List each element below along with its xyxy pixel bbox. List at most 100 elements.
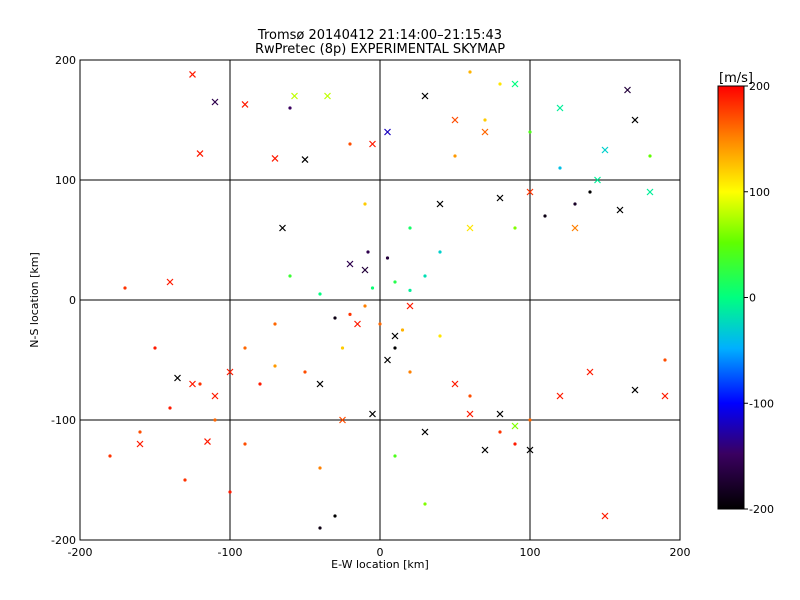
data-point-cross — [316, 380, 324, 388]
data-point-dot — [468, 70, 472, 74]
y-tick-label: 100 — [55, 174, 76, 187]
data-point-dot — [513, 442, 517, 446]
data-point-cross — [451, 380, 459, 388]
data-point-dot — [663, 358, 667, 362]
y-tick-label: 200 — [55, 54, 76, 67]
data-point-dot — [408, 370, 412, 374]
data-point-cross — [466, 410, 474, 418]
data-point-cross — [481, 446, 489, 454]
data-point-cross — [346, 260, 354, 268]
data-point-cross — [421, 92, 429, 100]
data-point-cross — [631, 386, 639, 394]
data-point-dot — [423, 502, 427, 506]
colorbar-gradient — [718, 86, 744, 509]
data-point-dot — [243, 346, 247, 350]
data-point-cross — [556, 104, 564, 112]
data-point-dot — [393, 280, 397, 284]
data-point-cross — [384, 356, 391, 364]
data-point-cross — [324, 92, 331, 100]
data-point-dot — [423, 274, 427, 278]
data-point-cross — [241, 100, 249, 108]
data-point-cross — [291, 92, 298, 100]
data-point-cross — [616, 206, 624, 214]
data-point-cross — [369, 410, 376, 418]
data-point-cross — [646, 188, 654, 196]
data-point-cross — [624, 86, 631, 94]
data-point-dot — [573, 202, 577, 206]
data-point-cross — [526, 446, 534, 454]
data-point-dot — [378, 322, 382, 326]
data-point-dot — [198, 382, 202, 386]
y-axis-label: N-S location [km] — [28, 252, 41, 348]
data-point-dot — [243, 442, 247, 446]
data-point-dot — [228, 490, 232, 494]
y-tick-label: -100 — [51, 414, 76, 427]
data-point-cross — [384, 128, 391, 136]
data-point-dot — [453, 154, 457, 158]
data-points — [108, 70, 669, 530]
x-tick-label: 0 — [377, 546, 384, 559]
data-point-cross — [601, 512, 609, 520]
data-point-dot — [273, 364, 277, 368]
x-tick-label: -100 — [218, 546, 243, 559]
chart-subtitle: RwPretec (8p) EXPERIMENTAL SKYMAP — [255, 42, 505, 57]
data-point-dot — [483, 118, 487, 122]
x-tick-label: -200 — [68, 546, 93, 559]
data-point-cross — [166, 278, 174, 286]
data-point-dot — [408, 226, 412, 230]
data-point-dot — [558, 166, 562, 170]
grid-lines — [80, 60, 680, 540]
data-point-cross — [631, 116, 639, 124]
data-point-cross — [391, 332, 399, 340]
data-point-dot — [498, 82, 502, 86]
colorbar-tick-label: 0 — [749, 292, 756, 305]
data-point-dot — [258, 382, 262, 386]
data-point-dot — [288, 106, 292, 110]
data-point-dot — [513, 226, 517, 230]
data-point-dot — [333, 316, 337, 320]
x-tick-label: 200 — [670, 546, 691, 559]
data-point-dot — [318, 292, 322, 296]
data-point-dot — [363, 202, 367, 206]
data-point-cross — [361, 266, 369, 274]
data-point-cross — [594, 176, 601, 184]
data-point-dot — [543, 214, 547, 218]
data-point-dot — [498, 430, 502, 434]
data-point-cross — [511, 80, 519, 88]
plot-area — [79, 59, 681, 541]
data-point-cross — [369, 140, 376, 148]
colorbar-tick-label: 100 — [749, 186, 770, 199]
data-point-cross — [556, 392, 564, 400]
data-point-dot — [108, 454, 112, 458]
colorbar-tick-label: -100 — [749, 397, 774, 410]
data-point-cross — [526, 188, 534, 196]
data-point-cross — [211, 98, 219, 106]
data-point-cross — [189, 380, 196, 388]
data-point-dot — [393, 346, 397, 350]
colorbar-tick-label: 200 — [749, 80, 770, 93]
data-point-dot — [438, 250, 442, 254]
x-tick-label: 100 — [520, 546, 541, 559]
data-point-cross — [571, 224, 579, 232]
data-point-dot — [528, 418, 532, 422]
data-point-cross — [196, 150, 204, 158]
data-point-cross — [661, 392, 669, 400]
data-point-dot — [213, 418, 217, 422]
y-tick-label: 0 — [69, 294, 76, 307]
data-point-cross — [421, 428, 429, 436]
data-point-cross — [204, 438, 211, 446]
data-point-cross — [601, 146, 609, 154]
data-point-dot — [318, 466, 322, 470]
data-point-dot — [400, 328, 405, 332]
data-point-dot — [370, 286, 375, 290]
data-point-cross — [406, 302, 414, 310]
data-point-cross — [586, 368, 594, 376]
data-point-dot — [348, 312, 352, 316]
data-point-cross — [136, 440, 144, 448]
colorbar-ticks: 200 100 0 -100 -200 — [744, 80, 774, 516]
data-point-dot — [333, 514, 337, 518]
data-point-dot — [393, 454, 397, 458]
data-point-dot — [588, 190, 592, 194]
data-point-cross — [496, 194, 504, 202]
